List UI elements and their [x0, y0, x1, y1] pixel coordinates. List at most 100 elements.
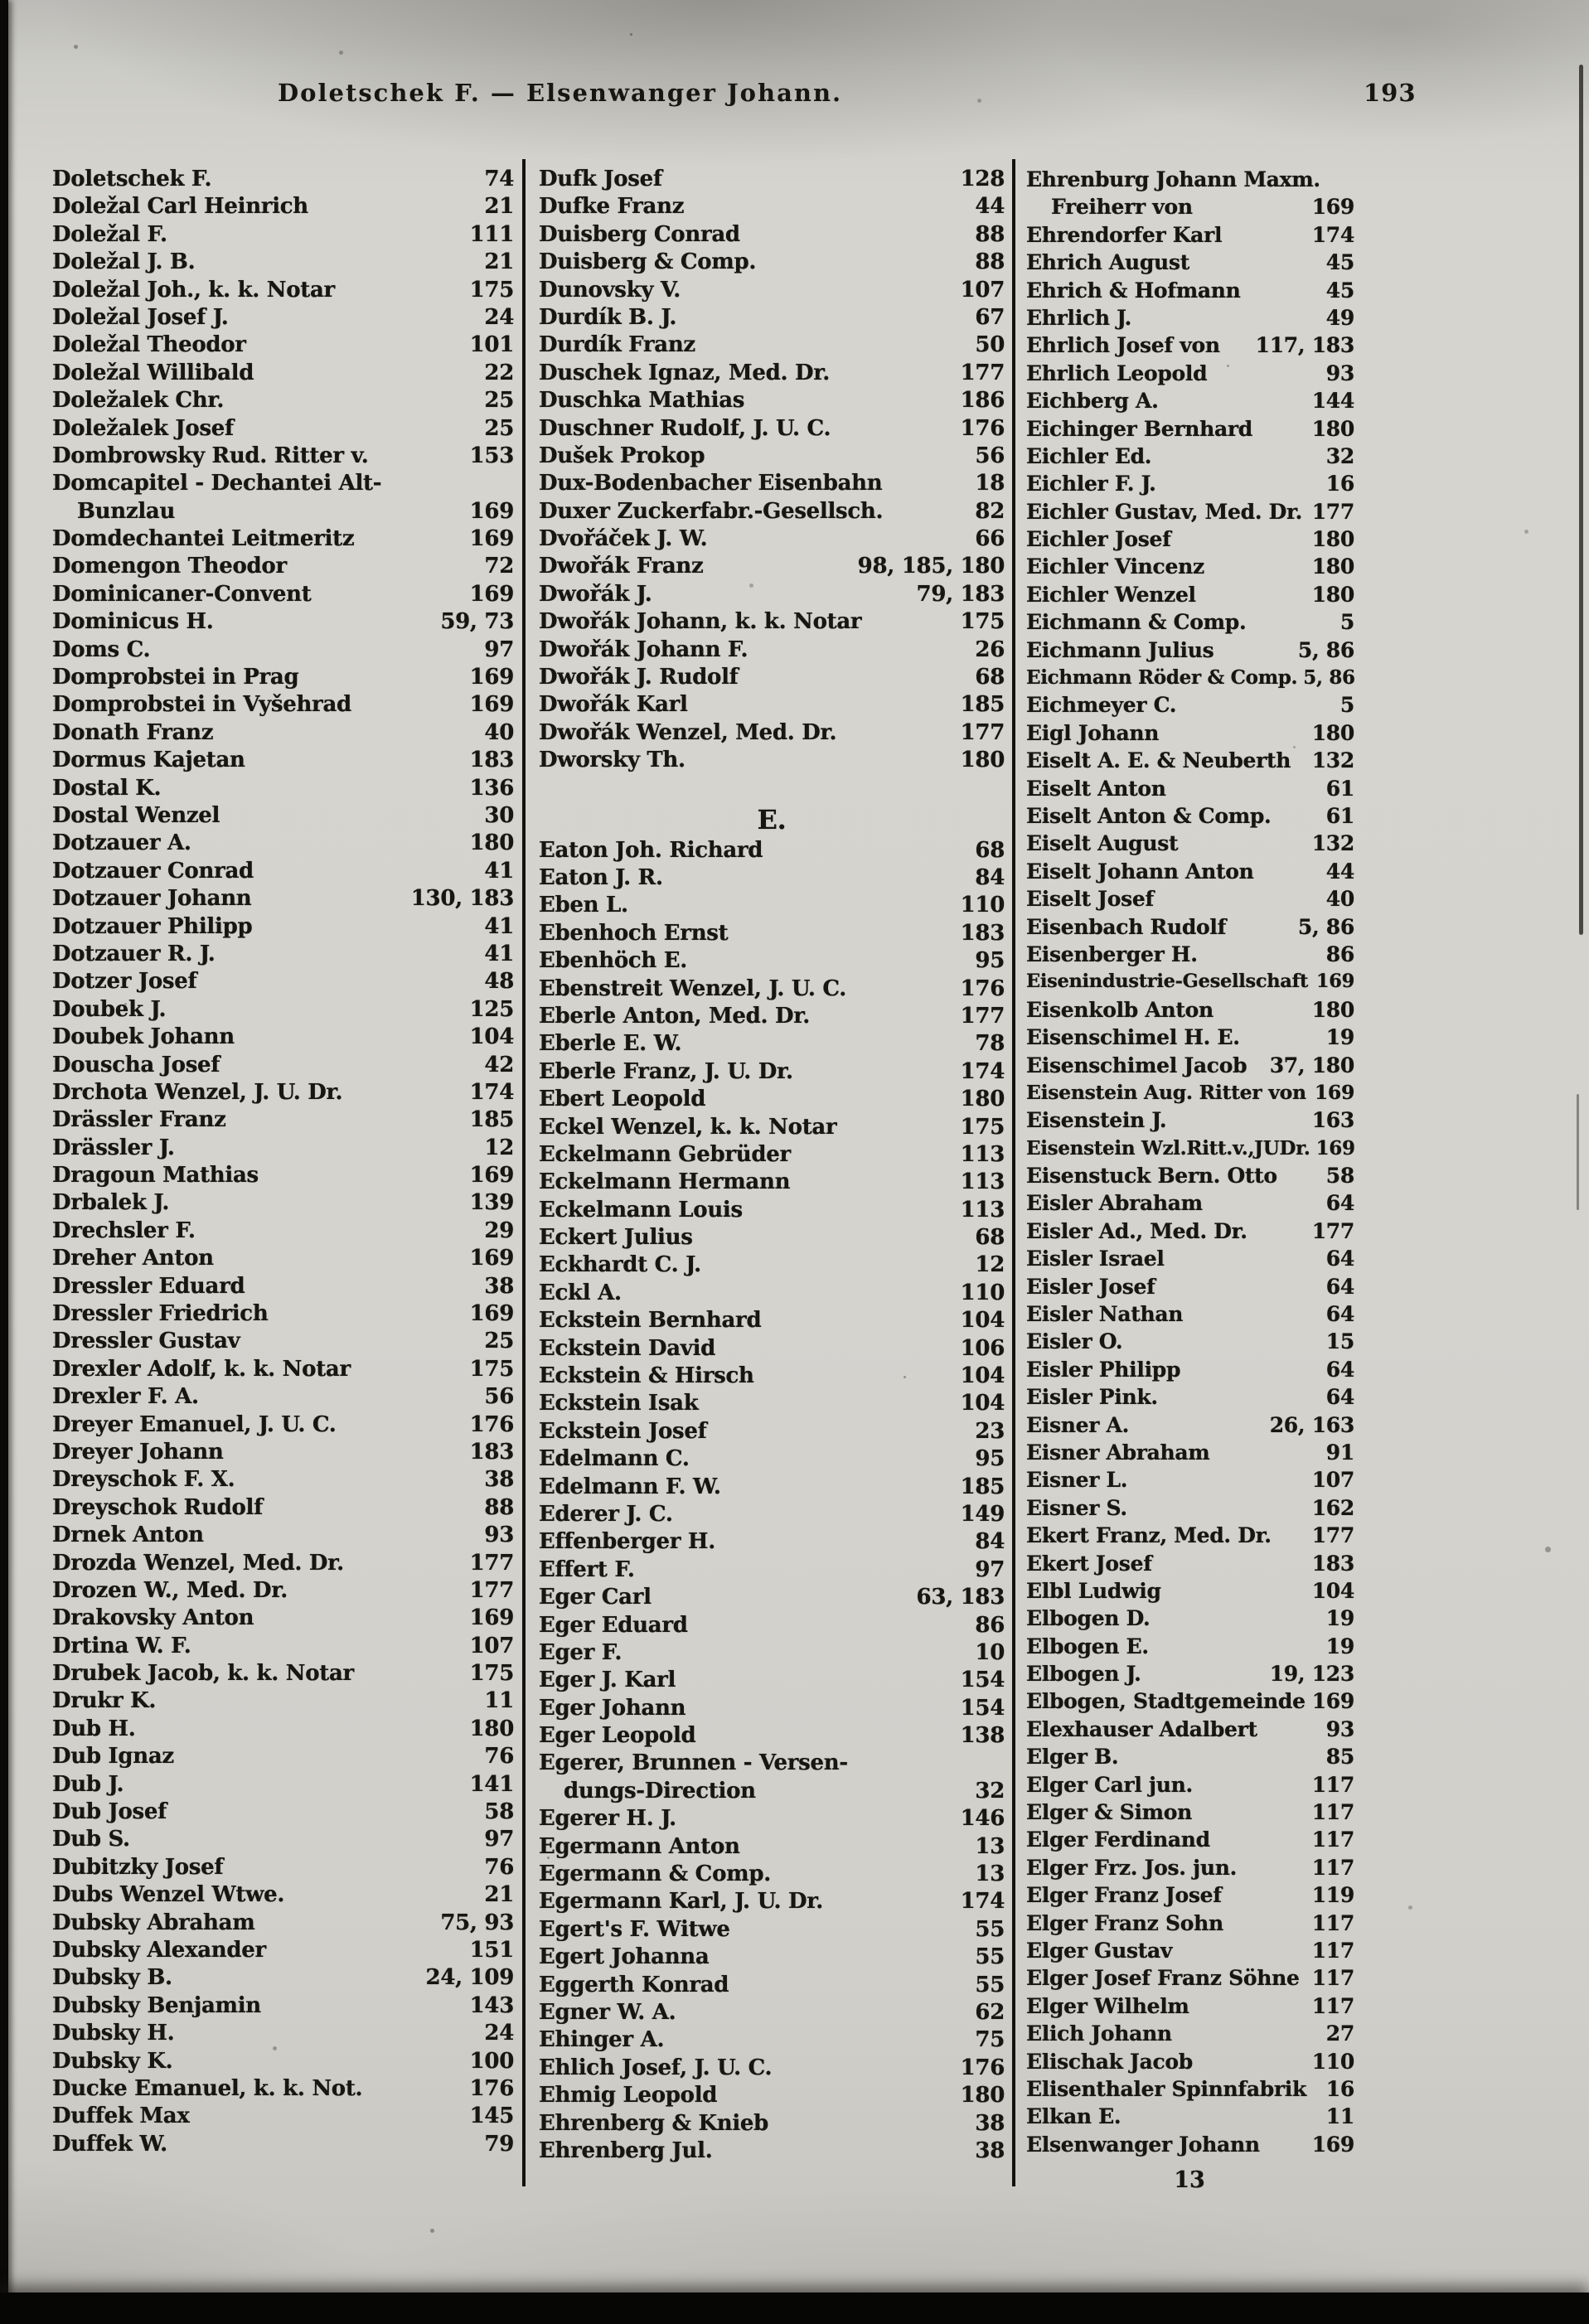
entry-name: Doležal Theodor [52, 332, 246, 358]
entry-page-number: 104 [960, 1363, 1005, 1389]
entry-page-number: 38 [975, 2110, 1005, 2136]
entry-name: Dreyer Johann [52, 1439, 224, 1465]
entry-page-number: 41 [484, 858, 514, 884]
entry-name: Dreher Anton [52, 1246, 214, 1271]
index-entry: Ekert Franz, Med. Dr. 177 [1026, 1522, 1354, 1549]
index-entry: Elger Ferdinand 117 [1026, 1826, 1354, 1853]
index-entry: Ehrendorfer Karl 174 [1026, 221, 1354, 249]
entry-name: Dwořák J. [539, 581, 652, 607]
index-entry: Doubek J. 125 [52, 996, 514, 1024]
index-entry: Eigl Johann 180 [1026, 719, 1354, 747]
entry-name: Doležalek Josef [52, 415, 234, 441]
entry-name: Eaton J. R. [539, 864, 663, 890]
entry-name: Eisner A. [1026, 1412, 1129, 1437]
entry-name: Drchota Wenzel, J. U. Dr. [52, 1079, 343, 1105]
entry-page-number: 176 [960, 976, 1005, 1001]
entry-page-number: 139 [469, 1190, 514, 1216]
entry-name: Eisner L. [1026, 1468, 1128, 1493]
entry-name: Eisner S. [1026, 1495, 1127, 1520]
entry-page-number: 104 [1311, 1578, 1354, 1603]
entry-page-number: 18 [975, 471, 1005, 496]
entry-name: Dwořák Karl [539, 692, 688, 718]
entry-name: Eichler Vincenz [1026, 554, 1204, 579]
entry-name: Eichberg A. [1026, 389, 1159, 414]
index-entry: Dressler Gustav 25 [52, 1328, 514, 1355]
entry-page-number: 176 [469, 2075, 514, 2101]
index-entry: Dostal Wenzel 30 [52, 802, 514, 830]
entry-page-number: 41 [484, 913, 514, 939]
entry-name: Eichmann Julius [1026, 637, 1214, 662]
entry-page-number: 21 [484, 249, 514, 275]
index-entry: Ehrich & Hofmann 45 [1026, 277, 1354, 304]
entry-page-number: 169 [469, 498, 514, 524]
entry-page-number: 98, 185, 180 [857, 554, 1005, 579]
index-entry: Doležal Joh., k. k. Notar 175 [52, 277, 514, 304]
entry-page-number: 86 [1325, 942, 1354, 966]
entry-name: Ehrich August [1026, 250, 1189, 275]
entry-page-number: 44 [1325, 859, 1354, 884]
entry-name: Dufke Franz [539, 194, 685, 220]
entry-page-number: 55 [975, 1916, 1005, 1942]
entry-name: Dressler Eduard [52, 1273, 245, 1299]
index-entry: Eberle E. W. 78 [539, 1030, 1005, 1058]
entry-name: Drexler Adolf, k. k. Notar [52, 1356, 351, 1382]
entry-page-number: 21 [484, 1882, 514, 1908]
entry-name: Elisenthaler Spinnfabrik [1026, 2076, 1307, 2101]
entry-page-number: 21 [484, 194, 514, 220]
index-entry: Drnek Anton 93 [52, 1522, 514, 1549]
entry-page-number: 58 [484, 1799, 514, 1825]
index-entry: Effert F. 97 [539, 1557, 1005, 1584]
index-entry: Egert Johanna 55 [539, 1944, 1005, 1971]
entry-name: Eisler Israel [1026, 1247, 1165, 1271]
entry-page-number: 64 [1325, 1385, 1354, 1410]
index-entry: Eichinger Bernhard 180 [1026, 415, 1354, 443]
entry-page-number: 15 [1325, 1329, 1354, 1354]
entry-page-number: 16 [1325, 472, 1354, 496]
entry-page-number: 174 [960, 1889, 1005, 1915]
entry-name: Eisler O. [1026, 1329, 1123, 1354]
entry-page-number: 32 [1325, 443, 1354, 468]
index-entry: Elger B. 85 [1026, 1743, 1354, 1770]
index-entry: Dwořák J. Rudolf 68 [539, 664, 1005, 691]
entry-name: Ehrlich Josef von [1026, 333, 1220, 358]
index-entry: Bunzlau 169 [52, 498, 514, 525]
entry-page-number: 107 [1311, 1468, 1354, 1493]
entry-page-number: 153 [469, 443, 514, 468]
entry-name: Eckl A. [539, 1280, 622, 1305]
entry-page-number: 23 [975, 1418, 1005, 1444]
entry-page-number: 61 [1325, 776, 1354, 801]
entry-name: Eichler Wenzel [1026, 582, 1196, 607]
entry-page-number: 88 [484, 1494, 514, 1520]
entry-name: Elger & Simon [1026, 1800, 1193, 1825]
entry-name: Dub S. [52, 1827, 130, 1852]
entry-name: Dubsky Benjamin [52, 1992, 261, 2018]
entry-page-number: 183 [469, 1439, 514, 1465]
entry-name: Eiselt Anton & Comp. [1026, 803, 1272, 828]
entry-page-number: 119 [1311, 1883, 1354, 1908]
entry-page-number: 26 [975, 637, 1005, 662]
entry-name: Effert F. [539, 1557, 635, 1582]
index-entry: Dotzauer Philipp 41 [52, 913, 514, 941]
index-entry: Dubsky Abraham 75, 93 [52, 1910, 514, 1937]
entry-name: Egner W. A. [539, 2000, 676, 2025]
entry-page-number: 177 [1311, 1523, 1354, 1548]
index-entry: Doležal Carl Heinrich 21 [52, 193, 514, 220]
entry-page-number: 12 [975, 1252, 1005, 1278]
entry-name: Eisler Nathan [1026, 1302, 1184, 1327]
index-entry: Doležal Josef J. 24 [52, 304, 514, 332]
entry-page-number: 68 [975, 1225, 1005, 1251]
entry-name: Duffek W. [52, 2131, 167, 2157]
entry-page-number: 24, 109 [425, 1965, 514, 1991]
entry-page-number: 41 [484, 941, 514, 966]
entry-page-number: 45 [1325, 278, 1354, 303]
index-entry: Eisenindustrie-Gesellschaft 169 [1026, 968, 1354, 995]
index-entry: Ebenhoch Ernst 183 [539, 920, 1005, 947]
index-entry: Dreyer Emanuel, J. U. C. 176 [52, 1411, 514, 1439]
index-entry: Duschner Rudolf, J. U. C. 176 [539, 415, 1005, 443]
index-entry: Drozen W., Med. Dr. 177 [52, 1577, 514, 1605]
index-entry: Dreher Anton 169 [52, 1245, 514, 1272]
index-entry: Elger Carl jun. 117 [1026, 1771, 1354, 1799]
entry-name: Eisler Josef [1026, 1274, 1155, 1299]
entry-name: Dominicaner-Convent [52, 581, 312, 607]
entry-page-number: 64 [1325, 1274, 1354, 1299]
